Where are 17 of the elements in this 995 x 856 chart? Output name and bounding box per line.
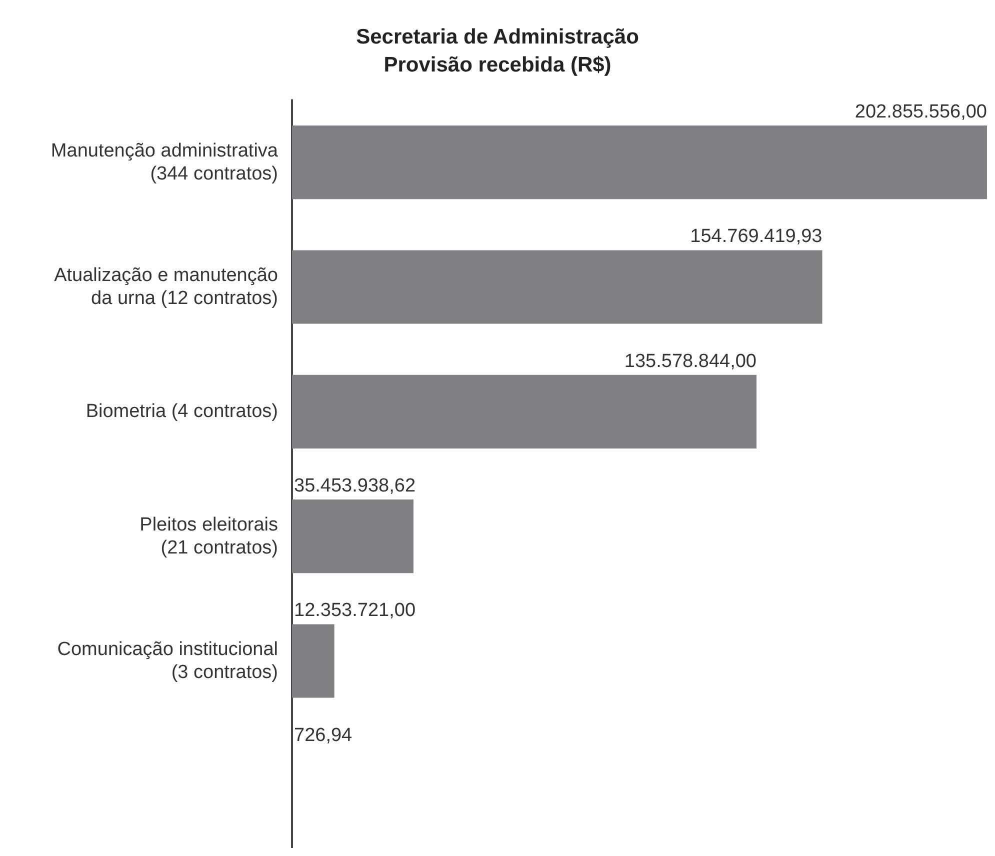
bar (292, 126, 987, 200)
bar (292, 250, 822, 324)
chart-title: Secretaria de Administração Provisão recebida (R$) (356, 26, 639, 76)
bar (292, 500, 414, 574)
bar (292, 374, 757, 448)
y-tick-label: Atualização e manutenção da urna (12 contratos) (54, 265, 278, 309)
y-tick-label: Biometria (4 contratos) (86, 401, 278, 422)
data-label: 35.453.938,62 (294, 476, 416, 497)
data-label: 154.769.419,93 (690, 226, 822, 248)
y-tick-label: Pleitos eleitorais (21 contratos) (140, 514, 278, 558)
data-label: 202.855.556,00 (854, 102, 987, 123)
y-tick-label: Manutenção administrativa (344 contratos) (50, 140, 278, 184)
data-label: 12.353.721,00 (294, 600, 416, 622)
bar (292, 624, 334, 698)
y-tick-label: Comunicação institucional (3 contratos) (57, 639, 278, 683)
data-label: 726,94 (294, 724, 353, 746)
data-label: 135.578.844,00 (624, 350, 757, 372)
